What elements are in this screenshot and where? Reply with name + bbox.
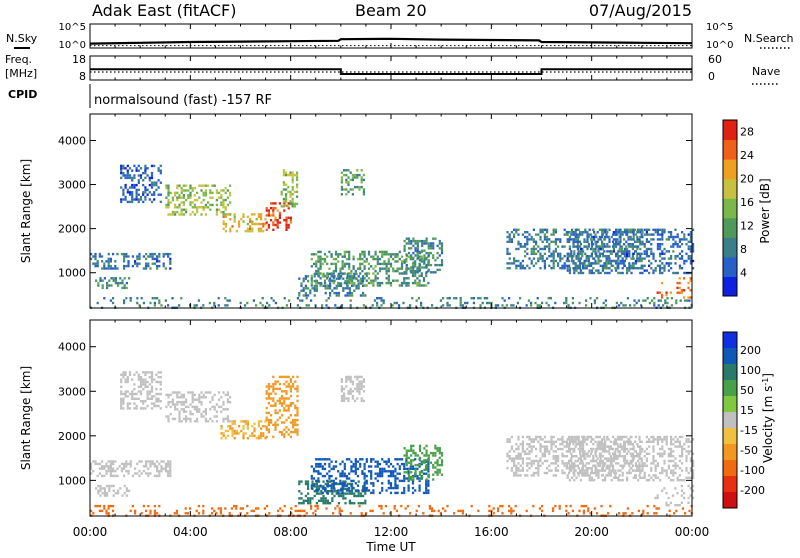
velocity-echo-region <box>220 420 266 439</box>
velocity-ylabel: Slant Range [km] <box>19 366 33 470</box>
velocity-colorbar-tick: -200 <box>740 484 765 497</box>
velocity-echo-region <box>90 460 171 477</box>
power-echo-region <box>90 253 171 270</box>
velocity-colorbar-tick: -100 <box>740 464 765 477</box>
noise-y2tick-top: 10^5 <box>706 22 733 33</box>
velocity-colorbar-segment <box>723 444 737 461</box>
cpid-text: normalsound (fast) -157 RF <box>94 93 272 108</box>
power-ytick-label: 4000 <box>58 134 86 147</box>
power-colorbar-segment <box>723 276 737 296</box>
velocity-colorbar-tick: 200 <box>740 344 761 357</box>
velocity-ytick-label: 1000 <box>58 474 86 487</box>
velocity-echo-region <box>120 371 162 409</box>
power-colorbar-segment <box>723 198 737 218</box>
freq-label-line2: [MHz] <box>5 67 37 80</box>
cpid-label: CPID <box>8 88 37 101</box>
power-echo-region <box>120 165 162 203</box>
velocity-colorbar-segment <box>723 396 737 413</box>
velocity-echo-region <box>95 485 130 497</box>
noise-ytick-top: 10^5 <box>59 22 86 33</box>
power-colorbar-tick: 20 <box>740 173 754 186</box>
velocity-colorbar-segment <box>723 428 737 445</box>
power-colorbar-segment <box>723 257 737 277</box>
power-colorbar-segment <box>723 237 737 257</box>
velocity-colorbar-segment <box>723 412 737 429</box>
velocity-ytick-label: 2000 <box>58 430 86 443</box>
station-title: Adak East (fitACF) <box>92 1 236 20</box>
velocity-colorbar-segment <box>723 476 737 493</box>
velocity-colorbar-segment <box>723 380 737 397</box>
velocity-colorbar-tick: -50 <box>740 444 758 457</box>
power-ytick-label: 1000 <box>58 267 86 280</box>
power-ytick-label: 2000 <box>58 223 86 236</box>
nave-ytick-top: 60 <box>708 53 722 66</box>
power-colorbar-segment <box>723 140 737 160</box>
power-cbar-label: Power [dB] <box>758 178 772 243</box>
power-colorbar-segment <box>723 159 737 179</box>
power-echo-region <box>165 185 231 216</box>
power-colorbar-tick: 24 <box>740 149 754 162</box>
power-echo-region <box>657 277 692 299</box>
velocity-echo-region <box>341 376 365 402</box>
nave-ytick-bottom: 0 <box>708 70 715 83</box>
nsky-label: N.Sky <box>6 32 38 45</box>
velocity-echo-region <box>654 485 694 507</box>
velocity-ytick-label: 3000 <box>58 385 86 398</box>
power-colorbar-tick: 4 <box>740 267 747 280</box>
velocity-colorbar-segment <box>723 332 737 349</box>
velocity-cbar-label: Velocity [m s-1] <box>761 373 776 463</box>
time-axis-title: Time UT <box>365 540 416 554</box>
velocity-colorbar-tick: 15 <box>740 404 754 417</box>
power-colorbar-segment <box>723 179 737 199</box>
power-colorbar-tick: 16 <box>740 196 754 209</box>
power-ylabel: Slant Range [km] <box>19 159 33 263</box>
power-echo-region <box>281 169 299 207</box>
time-tick-label: 16:00 <box>474 525 509 539</box>
noise-y2tick-bottom: 10^0 <box>706 40 733 51</box>
time-tick-label: 00:00 <box>73 525 108 539</box>
time-tick-label: 20:00 <box>574 525 609 539</box>
power-echo-region <box>567 229 695 275</box>
velocity-echo-region <box>266 376 299 438</box>
velocity-colorbar-tick: 50 <box>740 384 754 397</box>
time-tick-label: 04:00 <box>173 525 208 539</box>
velocity-colorbar-segment <box>723 348 737 365</box>
date-title: 07/Aug/2015 <box>589 1 692 20</box>
noise-ytick-bottom: 10^0 <box>59 40 86 51</box>
power-colorbar-segment <box>723 120 737 140</box>
time-tick-label: 12:00 <box>374 525 409 539</box>
power-colorbar-tick: 28 <box>740 126 754 139</box>
nave-label: Nave <box>752 65 780 78</box>
velocity-echo-region <box>165 391 231 422</box>
time-tick-label: 00:00 <box>675 525 710 539</box>
power-colorbar-tick: 8 <box>740 243 747 256</box>
velocity-colorbar-segment <box>723 492 737 509</box>
velocity-colorbar-segment <box>723 460 737 477</box>
time-tick-label: 08:00 <box>273 525 308 539</box>
velocity-echo-region <box>404 445 444 481</box>
power-colorbar-segment <box>723 218 737 238</box>
power-echo-region <box>341 169 365 195</box>
power-panel <box>90 114 692 308</box>
power-echo-region <box>95 277 130 289</box>
noise-series-nsky <box>90 39 692 44</box>
velocity-colorbar-tick: 100 <box>740 364 761 377</box>
freq-ytick-top: 18 <box>72 53 86 66</box>
nsearch-label: N.Search <box>744 32 794 45</box>
velocity-colorbar-tick: -15 <box>740 424 758 437</box>
velocity-ytick-label: 4000 <box>58 341 86 354</box>
beam-title: Beam 20 <box>355 1 427 20</box>
power-echo-region <box>223 213 267 232</box>
freq-label-line1: Freq. <box>5 53 32 66</box>
power-colorbar-tick: 12 <box>740 220 754 233</box>
velocity-colorbar-segment <box>723 364 737 381</box>
freq-ytick-bottom: 8 <box>79 70 86 83</box>
power-ytick-label: 3000 <box>58 179 86 192</box>
